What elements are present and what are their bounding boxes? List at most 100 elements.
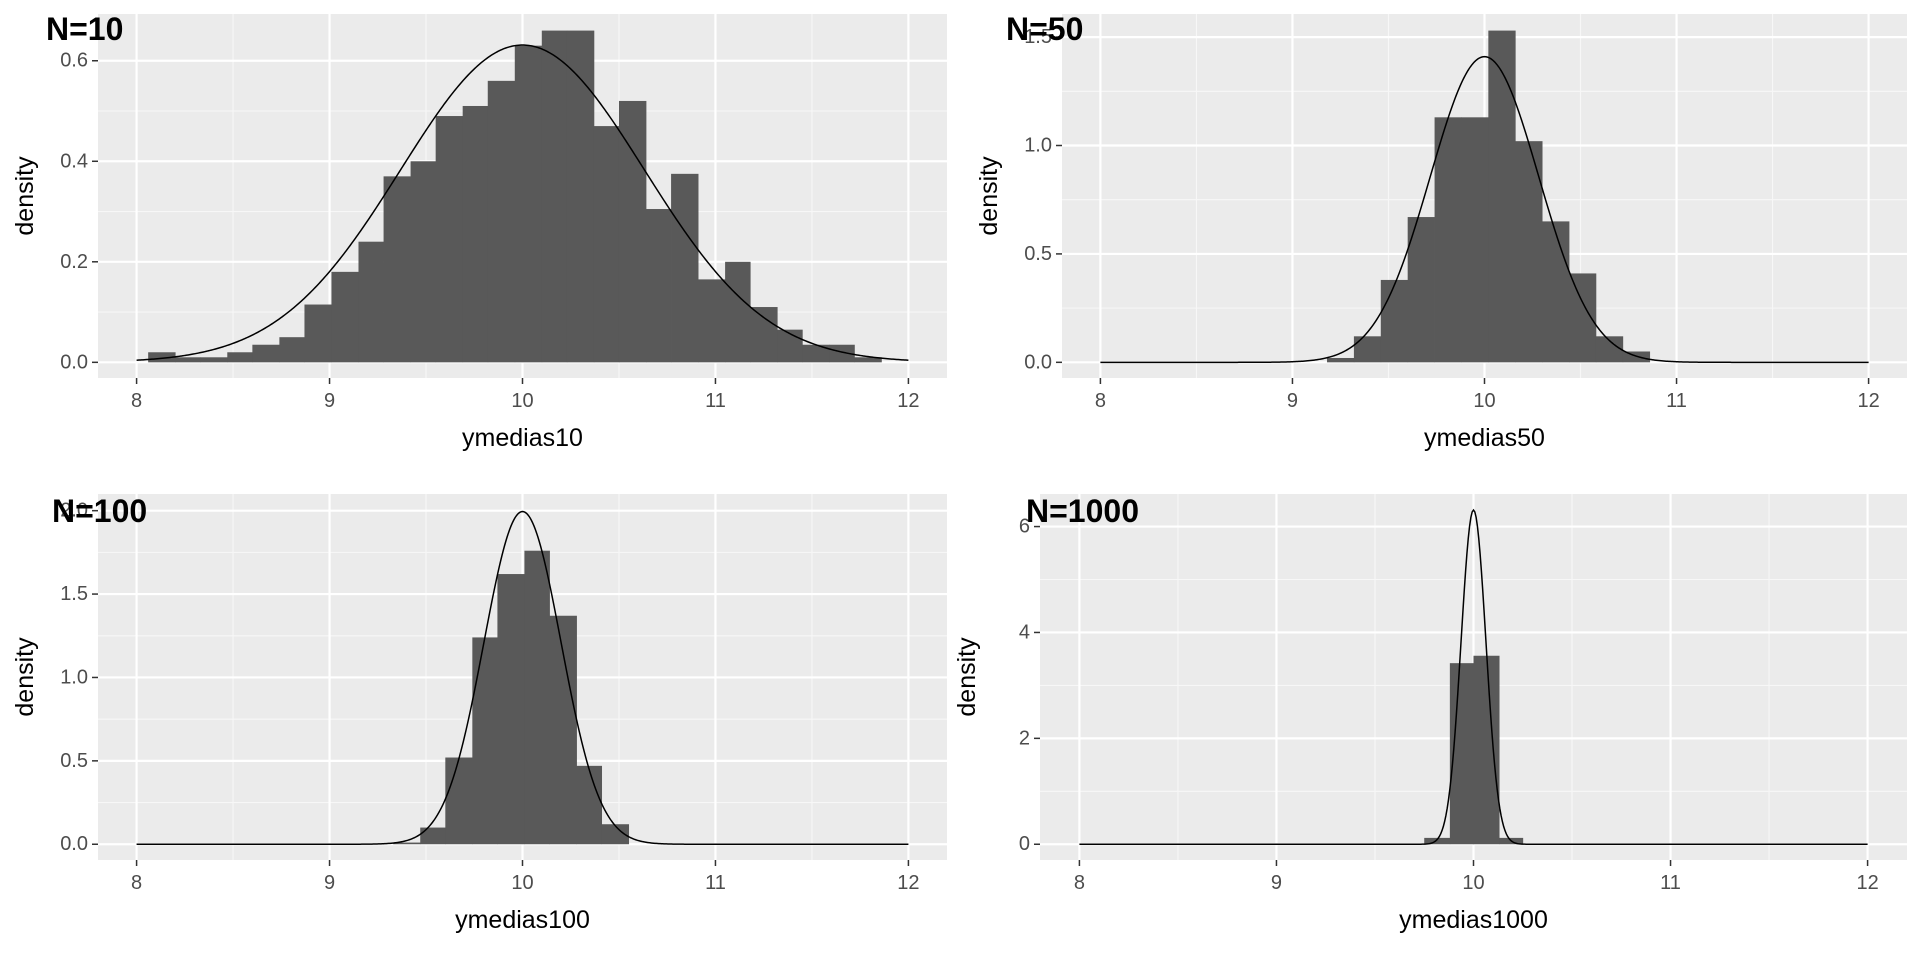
x-tick-label: 9 bbox=[1287, 390, 1298, 412]
histogram-bar bbox=[420, 827, 446, 845]
x-tick-label: 8 bbox=[1095, 390, 1106, 412]
histogram-bar bbox=[472, 637, 498, 845]
histogram-bar bbox=[1407, 217, 1435, 363]
histogram-bar bbox=[645, 209, 672, 363]
y-tick-label: 1.0 bbox=[60, 666, 88, 688]
histogram-bar bbox=[1542, 221, 1570, 363]
histogram-bar bbox=[1380, 279, 1409, 363]
histogram-bar bbox=[445, 757, 473, 845]
y-tick-label: 0 bbox=[1019, 833, 1030, 855]
histogram-bar bbox=[497, 574, 525, 845]
histogram-bar bbox=[487, 80, 516, 363]
histogram-bar bbox=[698, 279, 726, 363]
histogram-bar bbox=[227, 352, 253, 363]
histogram-bar bbox=[304, 304, 332, 363]
x-tick-label: 9 bbox=[324, 872, 335, 894]
y-tick-label: 0.0 bbox=[60, 351, 88, 373]
y-tick-label: 6 bbox=[1019, 516, 1030, 538]
x-tick-label: 8 bbox=[131, 872, 142, 894]
y-tick-label: 0.5 bbox=[1024, 243, 1052, 265]
x-tick-label: 11 bbox=[705, 390, 726, 412]
histogram-bar bbox=[252, 344, 280, 363]
histogram-bar bbox=[435, 116, 464, 363]
histogram-bar bbox=[358, 241, 384, 363]
histogram-bar bbox=[410, 161, 437, 363]
y-tick-label: 1.5 bbox=[1024, 26, 1052, 48]
histogram-bar bbox=[566, 30, 595, 363]
y-tick-label: 0.0 bbox=[1024, 351, 1052, 373]
x-axis-title: ymedias1000 bbox=[1399, 906, 1548, 934]
x-tick-label: 9 bbox=[1271, 872, 1282, 894]
histogram-bar bbox=[1434, 117, 1462, 363]
histogram-bar bbox=[777, 329, 803, 363]
panel-tag: N=100 bbox=[52, 493, 147, 529]
histogram-bar bbox=[279, 337, 305, 363]
y-axis-title: density bbox=[953, 637, 981, 717]
histogram-bar bbox=[802, 344, 830, 363]
histogram-bar bbox=[200, 357, 228, 363]
histogram-bar bbox=[1327, 357, 1355, 363]
histogram-bar bbox=[1569, 273, 1597, 363]
histogram-bar bbox=[671, 173, 699, 363]
x-tick-label: 12 bbox=[1857, 390, 1879, 412]
y-tick-label: 1.0 bbox=[1024, 135, 1052, 157]
histogram-bar bbox=[1515, 141, 1543, 363]
x-tick-label: 11 bbox=[1666, 390, 1687, 412]
histogram-bar bbox=[1461, 117, 1489, 363]
x-tick-label: 12 bbox=[897, 872, 919, 894]
histogram-bar bbox=[175, 357, 201, 363]
histogram-bar bbox=[601, 824, 630, 845]
y-axis-title: density bbox=[11, 156, 39, 236]
panel-tag: N=1000 bbox=[1026, 493, 1139, 529]
density-curve bbox=[136, 510, 909, 845]
histogram-bar bbox=[854, 357, 882, 363]
y-tick-label: 0.4 bbox=[60, 150, 88, 172]
histogram-bar bbox=[593, 126, 620, 363]
y-tick-label: 0.2 bbox=[60, 251, 88, 273]
panel-1: 0.0 0.2 0.4 0.6 8 9 10 11 12 ymedias10 density N=10 bbox=[11, 11, 947, 452]
histogram-bar bbox=[618, 100, 647, 363]
histogram-bar bbox=[725, 261, 751, 363]
x-tick-label: 11 bbox=[1660, 872, 1681, 894]
x-tick-label: 10 bbox=[1473, 390, 1495, 412]
histogram-bar bbox=[576, 765, 603, 845]
histogram-bar bbox=[331, 271, 359, 363]
histogram-bar bbox=[514, 45, 543, 363]
histogram-bar bbox=[1424, 837, 1451, 845]
x-tick-label: 11 bbox=[705, 872, 726, 894]
x-axis-title: ymedias50 bbox=[1424, 424, 1545, 452]
y-tick-label: 2.0 bbox=[60, 500, 88, 522]
histogram-bar bbox=[383, 176, 411, 363]
y-tick-label: 0.5 bbox=[60, 750, 88, 772]
histogram-bar bbox=[393, 842, 421, 845]
histogram-bar bbox=[1488, 30, 1516, 363]
histogram-bar bbox=[1353, 336, 1382, 363]
panel-3: 0.0 0.5 1.0 1.5 2.0 8 9 10 11 12 ymedias100 density… bbox=[11, 493, 947, 934]
y-tick-label: 1.5 bbox=[60, 583, 88, 605]
panel-tag: N=10 bbox=[46, 11, 123, 47]
y-axis-title: density bbox=[975, 156, 1003, 236]
x-tick-label: 8 bbox=[131, 390, 142, 412]
x-tick-label: 9 bbox=[324, 390, 335, 412]
density-curve bbox=[1079, 508, 1868, 845]
panel-tag: N=50 bbox=[1006, 11, 1083, 47]
histogram-bar bbox=[829, 344, 855, 363]
histogram-bar bbox=[148, 352, 176, 363]
x-tick-label: 12 bbox=[897, 390, 919, 412]
panel-2: 0.0 0.5 1.0 1.5 8 9 10 11 12 ymedias50 density N=50 bbox=[975, 11, 1907, 452]
y-axis-title: density bbox=[11, 637, 39, 717]
histogram-bar bbox=[750, 307, 778, 363]
histogram-bar bbox=[1473, 655, 1500, 845]
x-tick-label: 12 bbox=[1856, 872, 1878, 894]
y-tick-label: 4 bbox=[1019, 621, 1030, 643]
density-curve bbox=[136, 44, 909, 361]
x-axis-title: ymedias100 bbox=[455, 906, 590, 934]
x-tick-label: 10 bbox=[511, 390, 533, 412]
histogram-bar bbox=[541, 30, 568, 363]
x-axis-title: ymedias10 bbox=[462, 424, 583, 452]
panel-4: 0 2 4 6 8 9 10 11 12 ymedias1000 density N=1000 bbox=[953, 493, 1907, 934]
y-tick-label: 0.0 bbox=[60, 833, 88, 855]
histogram-bar bbox=[462, 105, 489, 363]
